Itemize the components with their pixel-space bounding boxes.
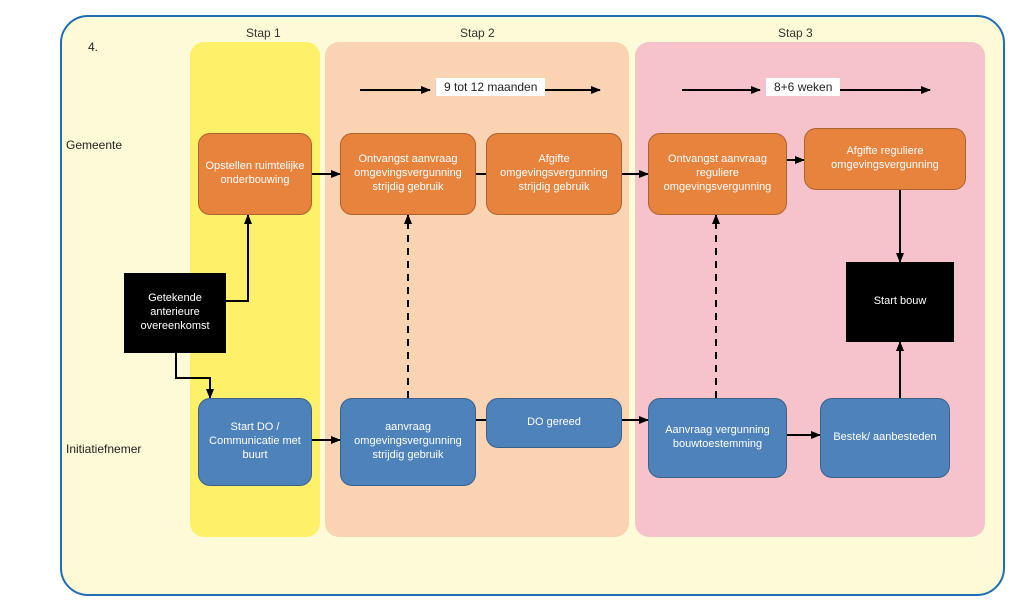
page-number: 4. bbox=[88, 40, 98, 54]
node-afgifte-strijdig: Afgifte omgevingsvergunning strijdig geb… bbox=[486, 133, 622, 215]
step1-label: Stap 1 bbox=[246, 26, 281, 40]
node-aanvraag-bouw: Aanvraag vergunning bouwtoestemming bbox=[648, 398, 787, 478]
lane-gemeente-label: Gemeente bbox=[66, 138, 122, 152]
lane-initiatiefnemer-label: Initiatiefnemer bbox=[66, 442, 141, 456]
node-aanvraag-strijdig: aanvraag omgevingsvergunning strijdig ge… bbox=[340, 398, 476, 486]
step2-label: Stap 2 bbox=[460, 26, 495, 40]
node-start-do: Start DO / Communicatie met buurt bbox=[198, 398, 312, 486]
node-opstellen: Opstellen ruimtelijke onderbouwing bbox=[198, 133, 312, 215]
time-label-step3: 8+6 weken bbox=[766, 78, 840, 96]
time-label-step2: 9 tot 12 maanden bbox=[436, 78, 545, 96]
diagram-stage: 4. Stap 1 Stap 2 Stap 3 Gemeente Initiat… bbox=[0, 0, 1024, 616]
node-do-gereed: DO gereed bbox=[486, 398, 622, 448]
node-ontvangst-regulier: Ontvangst aanvraag reguliere omgevingsve… bbox=[648, 133, 787, 215]
node-ontvangst-strijdig: Ontvangst aanvraag omgevingsvergunning s… bbox=[340, 133, 476, 215]
node-bestek: Bestek/ aanbesteden bbox=[820, 398, 950, 478]
node-afgifte-regulier: Afgifte reguliere omgevingsvergunning bbox=[804, 128, 966, 190]
node-getekende: Getekende anterieure overeenkomst bbox=[124, 273, 226, 353]
node-start-bouw: Start bouw bbox=[846, 262, 954, 342]
step3-label: Stap 3 bbox=[778, 26, 813, 40]
